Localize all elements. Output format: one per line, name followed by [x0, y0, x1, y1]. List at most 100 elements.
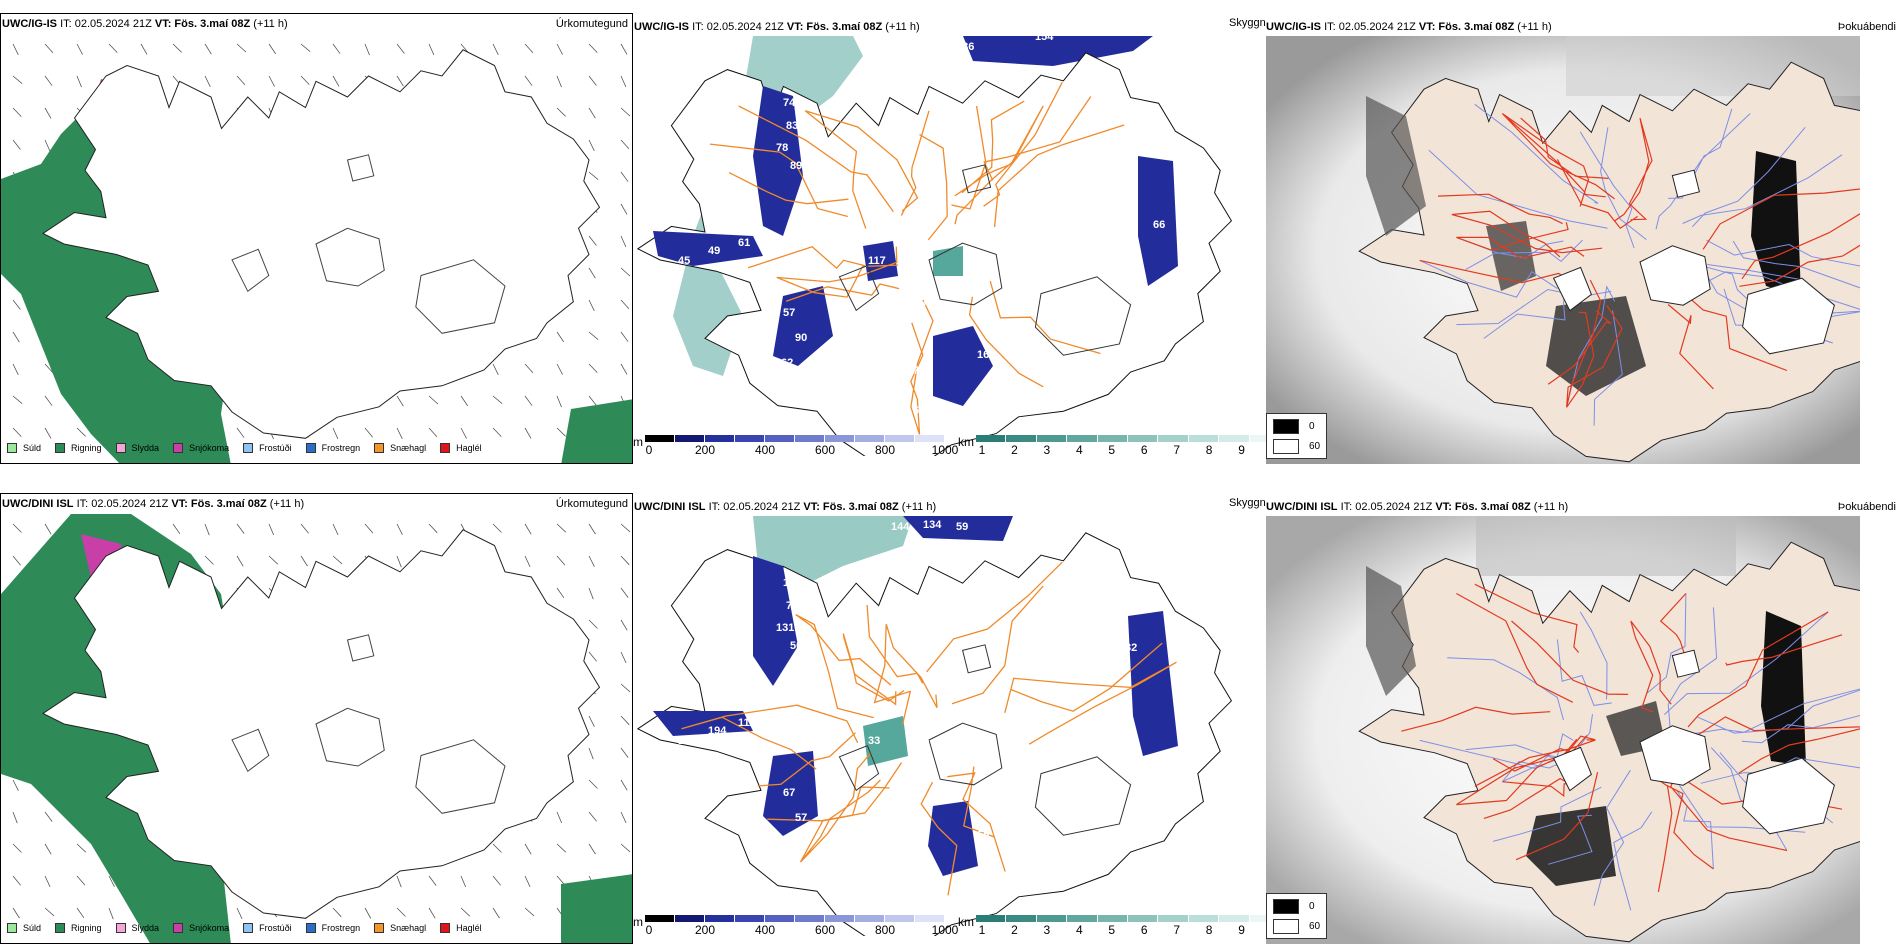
station-value: 61	[738, 237, 750, 249]
colorbar-segment	[1128, 435, 1159, 442]
wind-barb	[268, 555, 279, 565]
colorbar-segment	[735, 435, 765, 442]
station-value: 60	[908, 777, 920, 789]
wind-barb	[332, 75, 340, 87]
legend-item: Haglél	[440, 923, 482, 933]
visibility-colorbar: km 12345678910	[958, 915, 1266, 941]
wind-barb	[300, 75, 310, 85]
colorbar-tick: 0	[645, 923, 653, 937]
wind-barb	[236, 75, 246, 86]
legend-swatch	[440, 443, 451, 453]
visibility-area	[933, 246, 963, 276]
colorbar-tick: 5	[1108, 923, 1116, 937]
legend-swatch	[173, 923, 184, 933]
station-value: 58	[745, 842, 757, 854]
station-value: 118	[783, 577, 801, 589]
wind-barb	[524, 843, 532, 855]
cloud-base-colorbar: m 0 200 400 600 800 1000	[633, 915, 958, 941]
colorbar-tick: 9	[1238, 443, 1245, 457]
wind-barb	[524, 523, 532, 535]
wind-barb	[76, 843, 87, 853]
wind-barb	[620, 747, 629, 758]
cloud-base-map-top: UWC/IG-IS IT: 02.05.2024 21Z VT: Fös. 3.…	[633, 13, 1266, 464]
legend-label: Snjókoma	[189, 923, 230, 933]
map-header: UWC/IG-IS IT: 02.05.2024 21Z VT: Fös. 3.…	[2, 18, 288, 30]
wind-barb	[460, 427, 467, 439]
colorbar-tick: 0	[645, 443, 653, 457]
map-header: UWC/DINI ISL IT: 02.05.2024 21Z VT: Fös.…	[634, 501, 937, 513]
colorbar-unit: km	[958, 915, 974, 929]
wind-barb	[588, 75, 597, 86]
station-value: 136	[956, 41, 974, 53]
map-title: Skyggni	[1229, 17, 1266, 29]
map-header: UWC/DINI ISL IT: 02.05.2024 21Z VT: Fös.…	[2, 498, 305, 510]
wind-barb	[556, 363, 563, 375]
wind-barb	[588, 43, 598, 53]
station-value: 57	[795, 812, 807, 824]
wind-barb	[236, 907, 243, 920]
legend-item: Frostúði	[243, 923, 292, 933]
wind-barb	[44, 139, 51, 152]
low-cloud-area	[653, 711, 753, 736]
fog-dense-area	[1486, 221, 1536, 291]
wind-barb	[12, 331, 20, 343]
station-value: 33	[868, 735, 880, 747]
fog-field	[1476, 516, 1736, 576]
iceland-outline	[42, 529, 601, 919]
station-value: 75	[1123, 205, 1135, 217]
station-value: 134	[923, 519, 942, 531]
colorbar-segment	[705, 435, 735, 442]
colorbar-segment	[1219, 915, 1250, 922]
fog-legend-label: 0	[1309, 421, 1315, 432]
colorbar-tick: 800	[874, 443, 896, 457]
wind-barb	[556, 43, 563, 55]
iceland-outline	[1358, 541, 1860, 943]
wind-barb	[332, 427, 339, 440]
legend-item: Súld	[7, 443, 41, 453]
wind-barb	[12, 139, 21, 150]
station-value: 49	[708, 245, 720, 257]
fog-legend: 0 60	[1266, 893, 1327, 939]
colorbar-tick: 8	[1205, 923, 1213, 937]
wind-barb	[12, 779, 19, 791]
station-value: 53	[881, 837, 893, 849]
wind-barb	[620, 363, 628, 375]
wind-barb	[524, 395, 533, 406]
legend-label: Slydda	[131, 443, 160, 453]
wind-barb	[556, 107, 566, 117]
wind-barb	[300, 555, 308, 567]
wind-barb	[268, 523, 275, 536]
wind-barb	[396, 43, 405, 54]
legend-item: Snæhagl	[374, 923, 426, 933]
colorbar-segment	[1097, 915, 1128, 922]
glacier-outline	[838, 164, 1132, 356]
legend-swatch	[305, 443, 316, 453]
wind-barb	[588, 523, 596, 535]
colorbar-track: 12345678910	[976, 435, 1266, 461]
wind-barb	[12, 363, 19, 375]
legend-item: Súld	[7, 923, 41, 933]
wind-barb	[396, 555, 402, 568]
wind-barb	[12, 75, 23, 85]
map-title: Úrkomutegund	[555, 498, 628, 510]
colorbar-tick: 7	[1173, 443, 1180, 457]
wind-barb	[396, 907, 406, 917]
colorbar-tick: 1000	[931, 443, 959, 457]
wind-barb	[396, 875, 402, 888]
legend-item: Frostúði	[243, 443, 292, 453]
wind-barb	[588, 619, 598, 629]
colorbar-tick: 2	[1011, 923, 1018, 937]
colorbar-segment	[1067, 435, 1098, 442]
colorbar-segment	[645, 915, 675, 922]
wind-barb	[12, 811, 18, 824]
wind-barb	[332, 555, 343, 565]
wind-barb	[236, 523, 245, 534]
legend-swatch	[440, 923, 451, 933]
wind-barb	[588, 715, 595, 727]
wind-barb	[44, 75, 53, 86]
fog-legend-label: 0	[1309, 901, 1315, 912]
station-value: 74	[783, 97, 796, 109]
glacier-outline	[838, 644, 1132, 836]
colorbar-segment	[1067, 915, 1098, 922]
